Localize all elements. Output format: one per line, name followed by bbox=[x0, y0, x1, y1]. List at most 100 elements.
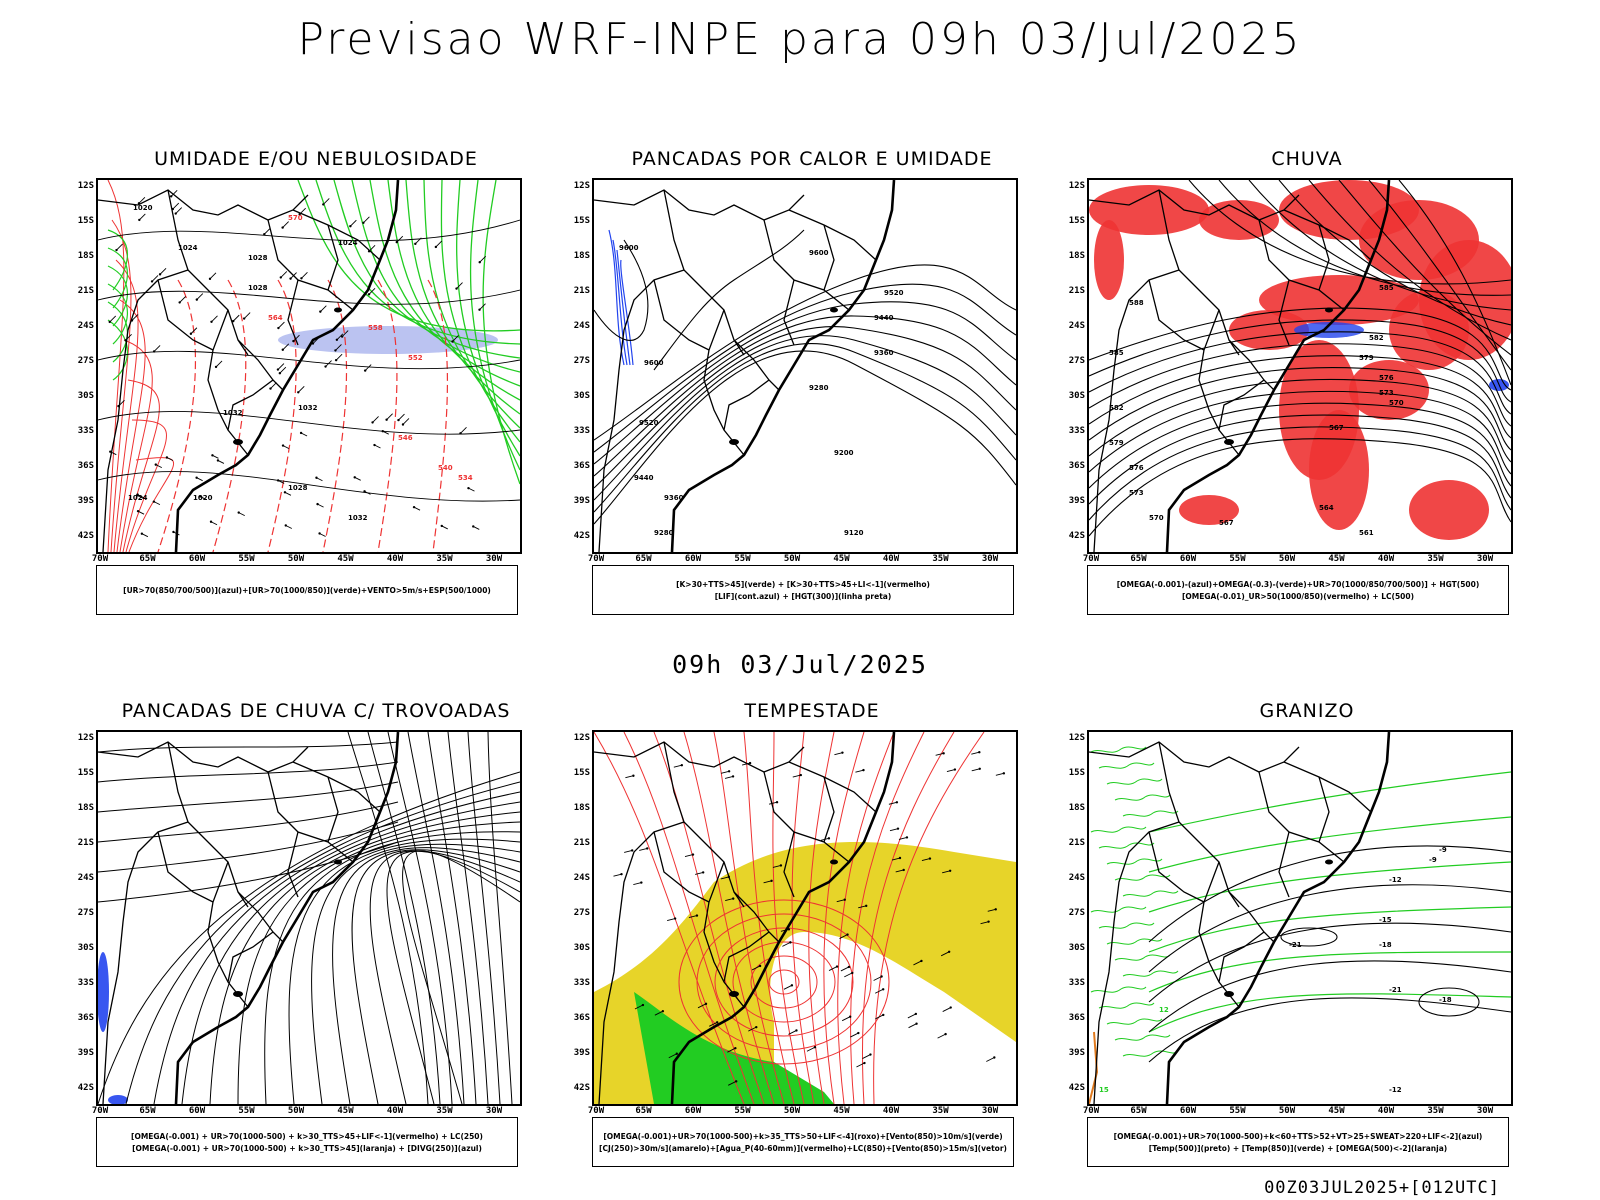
contour-label: 1032 bbox=[348, 514, 368, 522]
map-chuva: 12S 15S 18S 21S 24S 27S 30S 33S 36S 39S 42S 70W 65W… bbox=[1069, 178, 1513, 564]
panel-legend: [UR>70(850/700/500)](azul)+[UR>70(1000/8… bbox=[96, 565, 518, 615]
vector-head bbox=[914, 1012, 918, 1016]
lon-tick-label: 50W bbox=[1278, 1106, 1296, 1116]
lat-tick-label: 42S bbox=[1068, 1083, 1085, 1093]
omega-area bbox=[1294, 322, 1364, 338]
wind-vector bbox=[293, 334, 300, 342]
panel-chuva: CHUVA 12S 15S 18S 21S 24S 27S 30S 33S 36S 39S 42S … bbox=[1067, 148, 1547, 638]
lat-tick-label: 36S bbox=[573, 1013, 590, 1023]
lat-tick-label: 18S bbox=[1068, 803, 1085, 813]
temperature-850-contour bbox=[1106, 938, 1163, 945]
vector-head bbox=[385, 418, 388, 421]
vector-head bbox=[277, 326, 280, 330]
state-border bbox=[823, 224, 835, 291]
lat-tick-label: 24S bbox=[573, 321, 590, 331]
rain-area bbox=[1229, 310, 1309, 350]
contour-label: -21 bbox=[1389, 986, 1402, 994]
contour-label: 1032 bbox=[298, 404, 318, 412]
wind-vector bbox=[460, 426, 467, 434]
rain-area bbox=[1094, 220, 1124, 300]
temperature-500-contour bbox=[1148, 845, 1511, 943]
isobar bbox=[98, 219, 520, 242]
humidity-contour bbox=[369, 180, 520, 387]
lat-tick-label: 12S bbox=[1068, 733, 1085, 743]
wind-vector bbox=[836, 899, 845, 903]
state-border bbox=[1089, 741, 1300, 773]
vector-head bbox=[944, 1032, 947, 1036]
temperature-850-contour bbox=[1122, 1050, 1179, 1057]
map-granizo: 12S 15S 18S 21S 24S 27S 30S 33S 36S 39S 42S 70W 65W… bbox=[1069, 730, 1513, 1116]
vector-head bbox=[641, 1003, 645, 1007]
wind-vector bbox=[946, 769, 956, 772]
lon-tick-label: 30W bbox=[485, 554, 503, 564]
temperature-850-contour bbox=[1148, 951, 1511, 993]
lat-tick-label: 12S bbox=[573, 181, 590, 191]
vector-head bbox=[715, 1021, 719, 1024]
wind-vector bbox=[971, 751, 980, 755]
lon-tick-label: 35W bbox=[932, 1106, 949, 1116]
streamline bbox=[98, 821, 399, 873]
vector-head bbox=[278, 372, 282, 375]
state-border bbox=[1283, 209, 1372, 261]
panel-title: CHUVA bbox=[1271, 148, 1343, 170]
vector-head bbox=[467, 486, 470, 490]
humidity-contour bbox=[122, 379, 160, 552]
wind-vector bbox=[264, 227, 271, 235]
contour-label: 585 bbox=[1109, 349, 1124, 357]
vector-head bbox=[208, 277, 212, 281]
lat-tick-label: 36S bbox=[1068, 1013, 1085, 1023]
vector-head bbox=[727, 770, 731, 773]
temperature-850-contour bbox=[1098, 922, 1155, 929]
streamline bbox=[98, 771, 520, 1104]
vector-head bbox=[701, 871, 705, 874]
state-border bbox=[1318, 224, 1330, 291]
wind-vector bbox=[874, 988, 884, 994]
contour-label: 9440 bbox=[634, 474, 654, 482]
contour-label: 1024 bbox=[178, 244, 198, 252]
state-border bbox=[1148, 831, 1205, 903]
lat-tick-label: 30S bbox=[573, 943, 590, 953]
vector-head bbox=[790, 984, 794, 987]
vector-head bbox=[755, 1025, 758, 1029]
vector-head bbox=[334, 358, 338, 362]
vector-head bbox=[189, 332, 193, 335]
vector-head bbox=[172, 530, 175, 534]
vector-head bbox=[848, 1015, 852, 1018]
vector-head bbox=[640, 881, 643, 884]
vector-head bbox=[232, 319, 235, 323]
wind-vector bbox=[172, 202, 180, 210]
geopotential-contour bbox=[594, 283, 1016, 453]
vector-head bbox=[316, 502, 319, 506]
geopotential-contour bbox=[1089, 355, 1511, 439]
humidity-contour bbox=[119, 339, 153, 552]
legend-line: [OMEGA(-0.001) + UR>70(1000-500) + k>30_… bbox=[132, 1143, 482, 1153]
lat-tick-label: 33S bbox=[1068, 978, 1085, 988]
state-border bbox=[823, 776, 835, 843]
lat-tick-label: 39S bbox=[1068, 496, 1085, 506]
vector-head bbox=[459, 432, 462, 435]
vector-head bbox=[451, 340, 454, 343]
lat-tick-label: 12S bbox=[77, 733, 94, 743]
wind-vector bbox=[986, 1057, 995, 1062]
lon-tick-label: 50W bbox=[783, 554, 801, 564]
panel-granizo: GRANIZO 12S 15S 18S 21S 24S 27S 30S 33S 36S 39S 42… bbox=[1067, 700, 1547, 1190]
streamline bbox=[98, 761, 399, 783]
wind-vector bbox=[386, 413, 393, 421]
state-border bbox=[1258, 771, 1345, 863]
state-border bbox=[733, 891, 780, 943]
latitude-axis: 12S 15S 18S 21S 24S 27S 30S 33S 36S 39S 42S bbox=[568, 732, 592, 1104]
vector-head bbox=[928, 857, 932, 860]
lat-tick-label: 42S bbox=[573, 1083, 590, 1093]
vector-head bbox=[140, 532, 144, 535]
contour-label: 1020 bbox=[193, 494, 213, 502]
state-border bbox=[157, 831, 214, 903]
vector-head bbox=[381, 430, 384, 433]
vector-head bbox=[704, 1002, 708, 1006]
state-border bbox=[788, 209, 877, 261]
wind-vector bbox=[688, 915, 698, 919]
lat-tick-label: 39S bbox=[77, 496, 94, 506]
vector-head bbox=[362, 221, 365, 225]
vector-head bbox=[898, 856, 902, 860]
temperature-850-contour bbox=[1106, 1018, 1163, 1025]
vector-head bbox=[920, 959, 923, 963]
